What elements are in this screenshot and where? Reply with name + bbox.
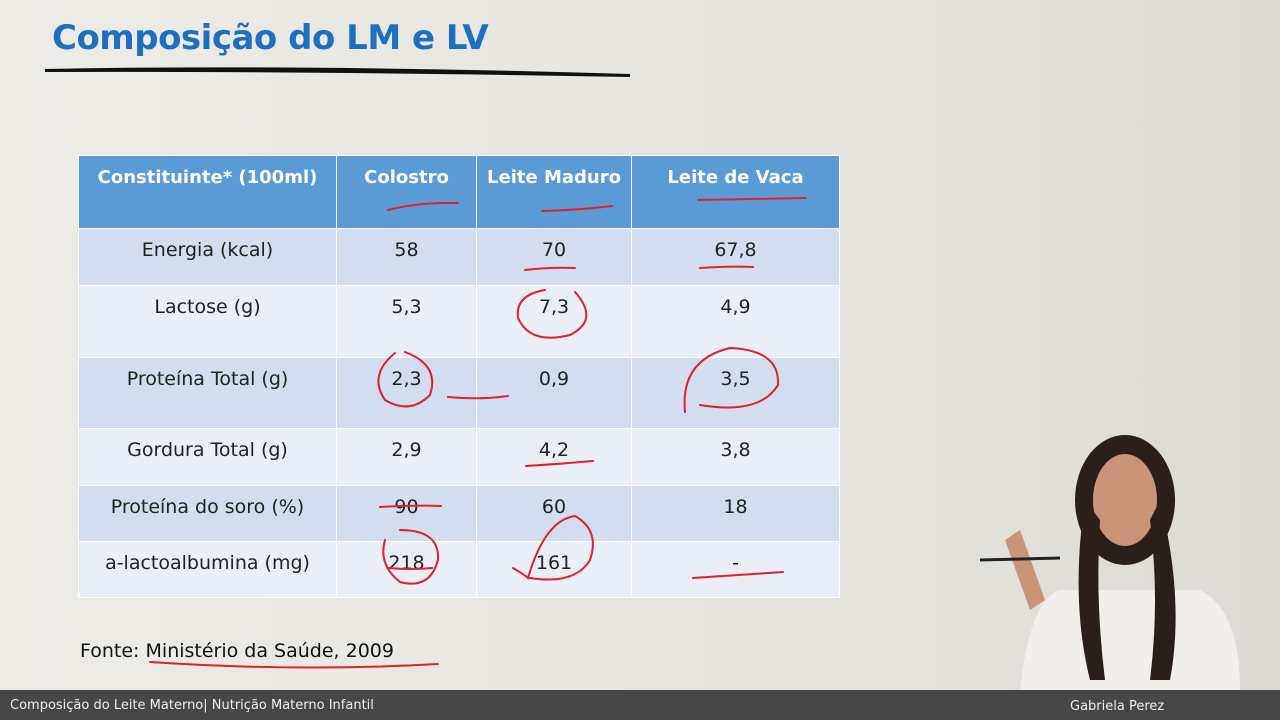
source-reference: Ministério da Saúde, 2009 (145, 640, 394, 662)
table-row: Energia (kcal) 58 70 67,8 (78, 228, 840, 286)
slide-title: Composição do LM e LV (52, 18, 489, 58)
row-label: Energia (kcal) (78, 228, 337, 286)
value-cell: 0,9 (476, 357, 632, 429)
course-name: Composição do Leite Materno| Nutrição Ma… (10, 698, 374, 713)
value-cell: 67,8 (631, 228, 840, 286)
value-cell: 5,3 (336, 285, 477, 358)
table-row: Proteína Total (g) 2,3 0,9 3,5 (78, 357, 840, 429)
table-row: Proteína do soro (%) 90 60 18 (78, 485, 840, 542)
row-label: Lactose (g) (78, 285, 337, 358)
value-cell: 60 (476, 485, 632, 542)
value-cell: 90 (336, 485, 477, 542)
header-cell: Colostro (336, 155, 477, 229)
table-row: Lactose (g) 5,3 7,3 4,9 (78, 285, 840, 358)
presenter (979, 435, 1240, 690)
header-cell: Constituinte* (100ml) (78, 155, 337, 229)
footer-bar (0, 690, 1280, 720)
value-cell: 4,2 (476, 428, 632, 486)
composition-table: Constituinte* (100ml) Colostro Leite Mad… (78, 155, 840, 598)
row-label: Proteína Total (g) (78, 357, 337, 429)
row-label: Gordura Total (g) (78, 428, 337, 486)
row-label: Proteína do soro (%) (78, 485, 337, 542)
value-cell: 3,5 (631, 357, 840, 429)
value-cell: 7,3 (476, 285, 632, 358)
presenter-name: Gabriela Perez (1070, 699, 1165, 714)
value-cell: 2,3 (336, 357, 477, 429)
header-cell: Leite Maduro (476, 155, 632, 229)
value-cell: - (631, 541, 840, 598)
source: Fonte: Ministério da Saúde, 2009 (80, 640, 394, 662)
value-cell: 70 (476, 228, 632, 286)
header-cell: Leite de Vaca (631, 155, 840, 229)
brush-underline (45, 67, 630, 77)
value-cell: 161 (476, 541, 632, 598)
value-cell: 3,8 (631, 428, 840, 486)
value-cell: 18 (631, 485, 840, 542)
value-cell: 58 (336, 228, 477, 286)
header-row: Constituinte* (100ml) Colostro Leite Mad… (78, 155, 840, 229)
table-row: Gordura Total (g) 2,9 4,2 3,8 (78, 428, 840, 486)
source-prefix: Fonte: (80, 640, 140, 662)
value-cell: 4,9 (631, 285, 840, 358)
row-label: a-lactoalbumina (mg) (78, 541, 337, 598)
